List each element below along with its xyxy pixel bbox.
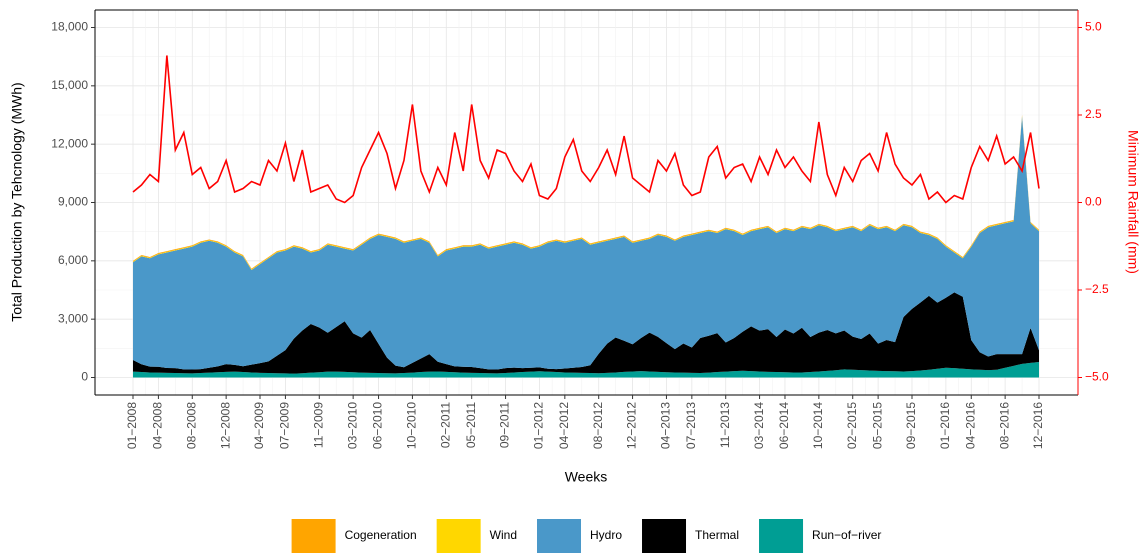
x-tick-label: 05−2011 (464, 402, 478, 448)
y2-tick-label: 5.0 (1085, 20, 1102, 34)
x-tick-label: 12−2016 (1031, 402, 1045, 449)
x-tick-label: 10−2010 (405, 402, 419, 449)
y2-tick-label: 0.0 (1085, 195, 1102, 209)
legend-label: Hydro (590, 528, 622, 542)
x-tick-label: 09−2011 (498, 402, 512, 448)
legend-key (642, 519, 687, 553)
y2-axis-title: Minimum Rainfall (mm) (1125, 130, 1141, 274)
x-tick-label: 03−2010 (345, 402, 359, 449)
x-tick-label: 04−2009 (252, 402, 266, 449)
y-tick-label: 9,000 (58, 195, 88, 209)
y-tick-label: 3,000 (58, 311, 88, 325)
y2-tick-label: 2.5 (1085, 107, 1102, 121)
y-tick-label: 6,000 (58, 253, 88, 267)
legend-label: Run−of−river (812, 528, 881, 542)
y-tick-label: 0 (81, 370, 88, 384)
rainfall-line (132, 55, 1040, 204)
x-tick-label: 06−2014 (777, 402, 791, 449)
x-tick-label: 04−2013 (659, 402, 673, 449)
x-axis-title: Weeks (565, 469, 608, 485)
x-tick-label: 02−2011 (438, 402, 452, 448)
area (133, 361, 1039, 378)
x-tick-label: 03−2014 (752, 402, 766, 449)
x-tick-label: 01−2008 (125, 402, 139, 449)
legend-item: Hydro (537, 519, 622, 553)
x-tick-label: 08−2016 (997, 402, 1011, 449)
x-tick-label: 11−2013 (718, 402, 732, 448)
legend-item: Run−of−river (759, 519, 881, 553)
x-tick-label: 01−2012 (532, 402, 546, 449)
x-tick-label: 12−2008 (218, 402, 232, 449)
legend-label: Cogeneration (345, 528, 417, 542)
y2-tick-label: −5.0 (1085, 370, 1109, 384)
x-tick-label: 10−2014 (811, 402, 825, 449)
y-tick-label: 18,000 (51, 20, 88, 34)
legend-key (759, 519, 804, 553)
x-tick-label: 02−2015 (845, 402, 859, 449)
x-tick-label: 11−2009 (311, 402, 325, 448)
legend-key (537, 519, 581, 553)
x-tick-label: 04−2016 (963, 402, 977, 449)
x-tick-label: 09−2015 (904, 402, 918, 449)
x-tick-label: 05−2015 (870, 402, 884, 449)
x-tick-label: 12−2012 (625, 402, 639, 449)
legend-key (436, 519, 481, 553)
area (133, 292, 1039, 374)
y-tick-label: 12,000 (51, 136, 88, 150)
x-tick-label: 08−2012 (591, 402, 605, 449)
x-tick-label: 07−2013 (684, 402, 698, 449)
legend-item: Cogeneration (291, 519, 417, 553)
legend-key (291, 519, 336, 553)
legend-label: Thermal (695, 528, 739, 542)
area (133, 116, 1039, 370)
x-tick-label: 04−2008 (151, 402, 165, 449)
x-tick-label: 07−2009 (278, 402, 292, 449)
legend-item: Wind (436, 519, 517, 553)
y-tick-label: 15,000 (51, 78, 88, 92)
legend-label: Wind (490, 528, 517, 542)
x-tick-label: 08−2008 (184, 402, 198, 449)
x-tick-label: 04−2012 (557, 402, 571, 449)
x-tick-label: 06−2010 (371, 402, 385, 449)
x-tick-label: 01−2016 (938, 402, 952, 449)
legend-item: Thermal (642, 519, 739, 553)
y2-tick-label: −2.5 (1085, 282, 1109, 296)
y-axis-title: Total Production by Tehcnology (MWh) (9, 82, 25, 321)
